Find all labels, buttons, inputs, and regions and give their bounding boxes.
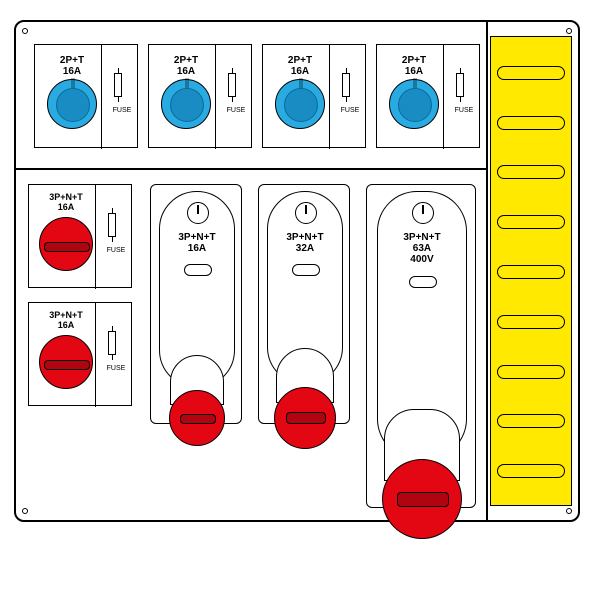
fuse-text: FUSE [99,247,133,254]
fuse-icon [108,213,116,237]
fuse-icon [228,73,236,97]
din-slot [497,165,565,179]
module-divider [443,45,444,149]
din-slot [497,116,565,130]
fuse-holder: FUSE [95,189,129,285]
cap-ridge [180,414,216,424]
module-divider [215,45,216,149]
module-divider [101,45,102,149]
fuse-text: FUSE [105,107,139,114]
status-window [409,276,437,288]
screw-tl [22,28,28,34]
din-slot [497,66,565,80]
socket-label: 2P+T16A [267,55,333,77]
socket-blue-icon [275,79,325,129]
fuse-icon [114,73,122,97]
interlock-label: 3P+N+T63A400V [378,232,466,265]
keyway [413,78,417,88]
divider-vertical [486,22,488,520]
blue-socket-module: 2P+T16AFUSE [376,44,480,148]
fuse-text: FUSE [99,365,133,372]
blue-socket-module: 2P+T16AFUSE [34,44,138,148]
screw-bl [22,508,28,514]
din-slot [497,365,565,379]
interlock-unit: 3P+N+T63A400V [366,184,476,508]
keyway [71,78,75,88]
socket-plate: 2P+T16A [381,49,443,145]
interlock-unit: 3P+N+T32A [258,184,350,424]
socket-plate: 2P+T16A [267,49,329,145]
socket-label: 2P+T16A [39,55,105,77]
din-slot [497,414,565,428]
red-socket-module: 3P+N+T16AFUSE [28,302,132,406]
interlock-unit: 3P+N+T16A [150,184,242,424]
interlock-label: 3P+N+T16A [160,232,233,254]
socket-label: 3P+N+T16A [33,193,99,213]
blue-socket-module: 2P+T16AFUSE [148,44,252,148]
din-slot [497,315,565,329]
screw-tr [566,28,572,34]
rotary-switch-icon [412,202,434,224]
rotary-switch-icon [187,202,209,224]
socket-inner [56,88,90,122]
fuse-holder: FUSE [215,49,249,145]
cap-ridge [286,412,326,423]
module-divider [95,303,96,407]
keyway [185,78,189,88]
socket-blue-icon [161,79,211,129]
interlock-label: 3P+N+T32A [268,232,341,254]
plug-cap-icon [169,390,225,446]
plug-cap-icon [382,459,462,539]
socket-red-icon [39,335,93,389]
socket-plate: 3P+N+T16A [33,307,95,403]
screw-br [566,508,572,514]
socket-inner [398,88,432,122]
din-slot [497,265,565,279]
fuse-holder: FUSE [329,49,363,145]
keyway [299,78,303,88]
status-window [184,264,212,276]
divider-horizontal [16,168,488,170]
fuse-text: FUSE [447,107,481,114]
rotary-switch-icon [295,202,317,224]
socket-label: 2P+T16A [153,55,219,77]
din-rail-panel [490,36,572,506]
socket-inner [170,88,204,122]
socket-inner [284,88,318,122]
socket-red-icon [39,217,93,271]
blue-socket-module: 2P+T16AFUSE [262,44,366,148]
socket-flap [44,242,90,252]
socket-flap [44,360,90,370]
fuse-text: FUSE [219,107,253,114]
socket-blue-icon [389,79,439,129]
socket-plate: 3P+N+T16A [33,189,95,285]
socket-label: 3P+N+T16A [33,311,99,331]
module-divider [95,185,96,289]
din-slot [497,464,565,478]
fuse-icon [342,73,350,97]
plug-cap-icon [274,387,336,449]
fuse-icon [456,73,464,97]
din-slot [497,215,565,229]
socket-label: 2P+T16A [381,55,447,77]
fuse-holder: FUSE [443,49,477,145]
cap-ridge [397,492,448,506]
fuse-text: FUSE [333,107,367,114]
socket-plate: 2P+T16A [39,49,101,145]
socket-plate: 2P+T16A [153,49,215,145]
status-window [292,264,320,276]
red-socket-module: 3P+N+T16AFUSE [28,184,132,288]
socket-blue-icon [47,79,97,129]
fuse-holder: FUSE [95,307,129,403]
fuse-icon [108,331,116,355]
fuse-holder: FUSE [101,49,135,145]
module-divider [329,45,330,149]
